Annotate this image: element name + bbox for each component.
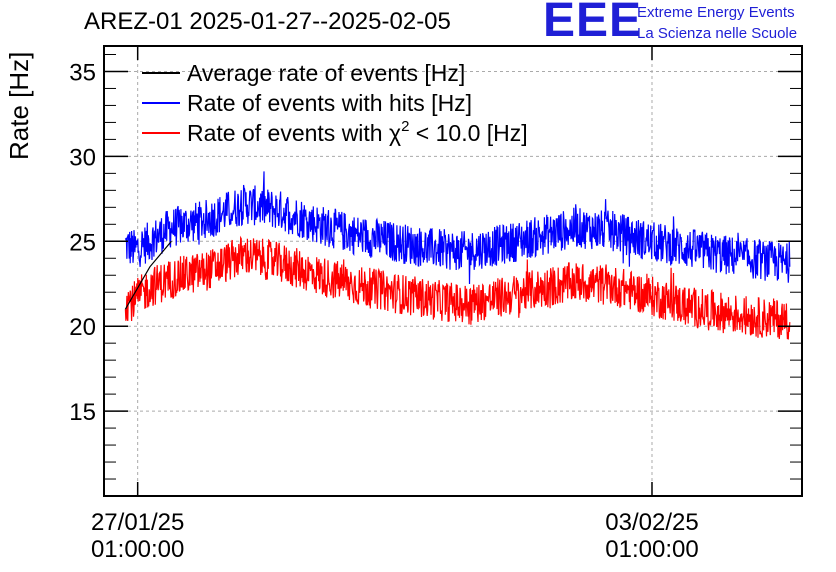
logo-tagline-1: Extreme Energy Events xyxy=(637,4,795,21)
logo-tagline-2: La Scienza nelle Scuole xyxy=(637,25,798,42)
y-tick-label: 35 xyxy=(69,59,96,86)
legend-label-chi2: Rate of events with χ2 < 10.0 [Hz] xyxy=(187,118,528,146)
legend: Average rate of events [Hz] Rate of even… xyxy=(142,60,528,146)
plot-frame xyxy=(103,45,803,497)
y-tick-label: 30 xyxy=(69,144,96,171)
x-tick-label-date: 03/02/25 xyxy=(605,509,698,536)
chart-title: AREZ-01 2025-01-27--2025-02-05 xyxy=(84,8,451,35)
eee-logo: EEE Extreme Energy Events La Scienza nel… xyxy=(543,0,833,48)
legend-label-hits: Rate of events with hits [Hz] xyxy=(187,90,472,116)
legend-label-average: Average rate of events [Hz] xyxy=(187,60,465,86)
axis-tick-labels: 152025303527/01/2501:00:0003/02/2501:00:… xyxy=(69,59,698,563)
series-layer xyxy=(124,171,791,340)
series-hits-rate xyxy=(124,171,791,285)
y-tick-label: 25 xyxy=(69,229,96,256)
series-chi2-rate xyxy=(124,235,791,340)
eee-logo-mark: EEE xyxy=(543,0,643,47)
y-tick-label: 15 xyxy=(69,399,96,426)
y-tick-label: 20 xyxy=(69,314,96,341)
axis-ticks xyxy=(104,46,802,496)
x-tick-label-time: 01:00:00 xyxy=(91,536,184,563)
series-average-rate xyxy=(124,240,172,310)
x-tick-label-time: 01:00:00 xyxy=(605,536,698,563)
y-axis-label: Rate [Hz] xyxy=(4,51,34,160)
x-tick-label-date: 27/01/25 xyxy=(91,509,184,536)
